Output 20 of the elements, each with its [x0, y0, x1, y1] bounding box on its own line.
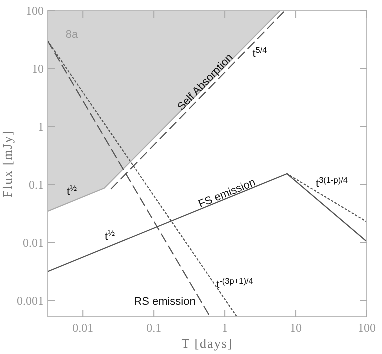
annotation: RS emission — [134, 296, 196, 308]
annotation: t$^{3(1-p)/4}$ — [316, 175, 348, 190]
x-tick-label: 10 — [290, 321, 302, 335]
y-tick-label: 10 — [32, 62, 44, 76]
x-axis-title: T [days] — [182, 336, 234, 351]
annotation: t$^{½}$ — [105, 228, 116, 243]
x-tick-label: 0.1 — [146, 321, 162, 335]
annotation: t$^{½}$ — [67, 183, 78, 198]
x-tick-label: 1 — [222, 321, 228, 335]
x-tick-label: 100 — [358, 321, 376, 335]
y-tick-label: 1 — [38, 120, 44, 134]
x-tick-label: 0.01 — [72, 321, 94, 335]
y-tick-label: 0.1 — [29, 178, 44, 192]
annotation: t$^{5/4}$ — [252, 45, 268, 60]
y-axis-title: Flux [mJy] — [0, 130, 15, 198]
annotation: t$^{-(3p+1)/4}$ — [216, 276, 254, 291]
y-tick-label: 0.001 — [17, 294, 44, 308]
y-tick-label: 0.01 — [23, 236, 44, 250]
annotation: 8a — [66, 28, 79, 41]
y-tick-label: 100 — [26, 4, 44, 18]
